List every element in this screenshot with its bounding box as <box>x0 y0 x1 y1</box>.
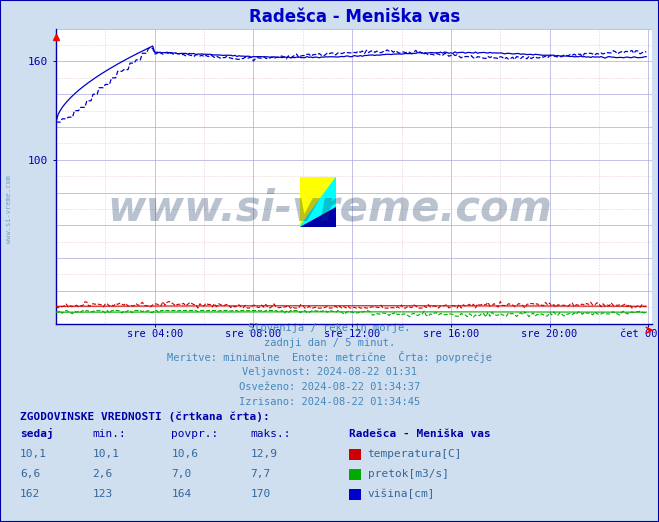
Text: temperatura[C]: temperatura[C] <box>368 449 462 459</box>
Title: Radešca - Meniška vas: Radešca - Meniška vas <box>248 8 460 26</box>
Text: sedaj: sedaj <box>20 429 53 440</box>
Text: www.si-vreme.com: www.si-vreme.com <box>107 188 552 230</box>
Text: www.si-vreme.com: www.si-vreme.com <box>5 175 12 243</box>
Text: pretok[m3/s]: pretok[m3/s] <box>368 469 449 479</box>
Text: 170: 170 <box>250 489 271 499</box>
Polygon shape <box>300 177 336 227</box>
Text: 162: 162 <box>20 489 40 499</box>
Text: maks.:: maks.: <box>250 430 291 440</box>
Text: 164: 164 <box>171 489 192 499</box>
Text: 123: 123 <box>92 489 113 499</box>
Text: višina[cm]: višina[cm] <box>368 489 435 499</box>
Polygon shape <box>300 207 336 227</box>
Text: 10,6: 10,6 <box>171 449 198 459</box>
Text: Slovenija / reke in morje.: Slovenija / reke in morje. <box>248 324 411 334</box>
Polygon shape <box>300 177 336 227</box>
Text: Veljavnost: 2024-08-22 01:31: Veljavnost: 2024-08-22 01:31 <box>242 367 417 377</box>
Text: 7,0: 7,0 <box>171 469 192 479</box>
Text: 2,6: 2,6 <box>92 469 113 479</box>
Text: zadnji dan / 5 minut.: zadnji dan / 5 minut. <box>264 338 395 348</box>
Text: Izrisano: 2024-08-22 01:34:45: Izrisano: 2024-08-22 01:34:45 <box>239 397 420 407</box>
Text: ZGODOVINSKE VREDNOSTI (črtkana črta):: ZGODOVINSKE VREDNOSTI (črtkana črta): <box>20 412 270 422</box>
Text: Osveženo: 2024-08-22 01:34:37: Osveženo: 2024-08-22 01:34:37 <box>239 382 420 392</box>
Text: 10,1: 10,1 <box>92 449 119 459</box>
Text: 12,9: 12,9 <box>250 449 277 459</box>
Text: 7,7: 7,7 <box>250 469 271 479</box>
Text: 10,1: 10,1 <box>20 449 47 459</box>
Text: 6,6: 6,6 <box>20 469 40 479</box>
Text: povpr.:: povpr.: <box>171 430 219 440</box>
Text: Radešca - Meniška vas: Radešca - Meniška vas <box>349 430 491 440</box>
Text: min.:: min.: <box>92 430 126 440</box>
Text: Meritve: minimalne  Enote: metrične  Črta: povprečje: Meritve: minimalne Enote: metrične Črta:… <box>167 351 492 363</box>
